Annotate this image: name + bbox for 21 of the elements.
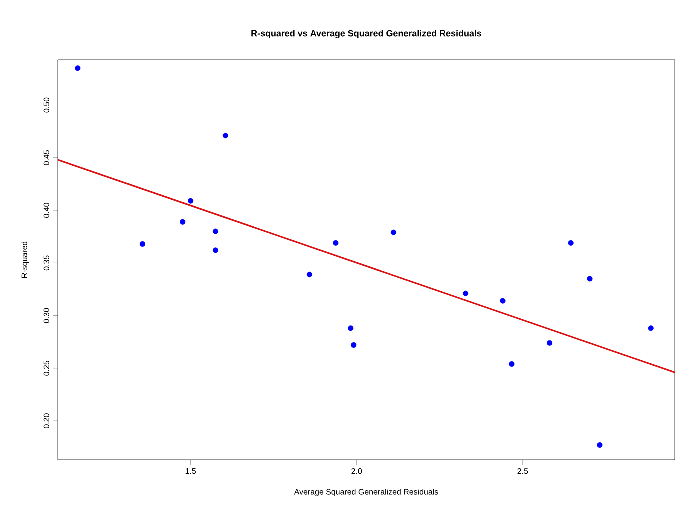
point bbox=[75, 66, 81, 72]
point bbox=[333, 240, 339, 246]
point bbox=[180, 219, 186, 225]
point bbox=[463, 290, 469, 296]
point bbox=[509, 361, 515, 367]
point bbox=[547, 340, 553, 346]
point bbox=[587, 276, 593, 282]
point bbox=[351, 342, 357, 348]
chart-title: R-squared vs Average Squared Generalized Residuals bbox=[252, 30, 482, 39]
point bbox=[188, 198, 194, 204]
point bbox=[568, 240, 574, 246]
point bbox=[222, 133, 228, 139]
point bbox=[212, 228, 219, 234]
point bbox=[390, 230, 397, 236]
point bbox=[348, 326, 354, 332]
point bbox=[140, 241, 146, 247]
point bbox=[212, 248, 219, 254]
point bbox=[306, 272, 313, 278]
point bbox=[648, 326, 654, 332]
point bbox=[500, 298, 506, 304]
point bbox=[597, 442, 603, 448]
